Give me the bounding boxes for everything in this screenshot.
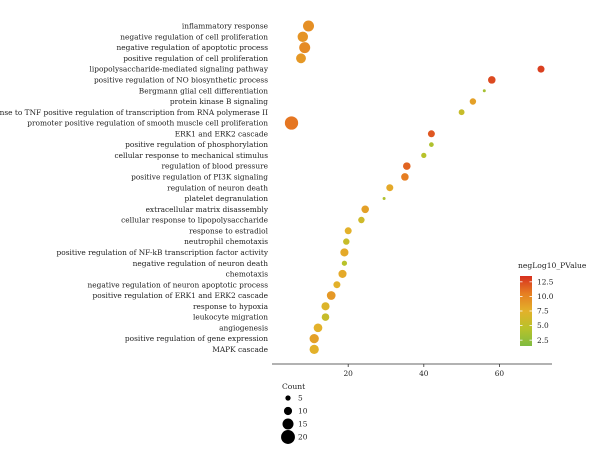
data-point bbox=[386, 184, 394, 192]
data-point bbox=[358, 216, 365, 224]
term-label: leukocyte migration bbox=[193, 313, 268, 322]
data-point bbox=[303, 20, 314, 32]
color-tick-label: 2.5 bbox=[537, 336, 549, 345]
term-label: positive regulation of phosphorylation bbox=[125, 140, 268, 149]
data-point bbox=[296, 53, 306, 64]
data-point bbox=[421, 152, 427, 159]
color-bar bbox=[520, 276, 532, 346]
data-point bbox=[340, 248, 349, 257]
term-label: neutrophil chemotaxis bbox=[184, 237, 268, 246]
data-point bbox=[313, 323, 323, 333]
term-label: regulation of neuron death bbox=[167, 183, 268, 192]
data-point bbox=[326, 291, 336, 300]
data-point bbox=[401, 173, 409, 181]
data-point bbox=[482, 89, 486, 93]
data-points bbox=[284, 20, 545, 355]
term-label: lipopolysaccharide-mediated signaling pa… bbox=[90, 65, 269, 74]
term-label: positive regulation of PI3K signaling bbox=[131, 173, 268, 182]
term-label: MAPK cascade bbox=[212, 345, 268, 354]
term-label: response to TNF positive regulation of t… bbox=[0, 108, 268, 117]
term-label: angiogenesis bbox=[219, 323, 268, 332]
term-label: cellular response to lipopolysaccharide bbox=[121, 216, 268, 225]
data-point bbox=[469, 98, 477, 105]
data-point bbox=[333, 281, 341, 289]
data-point bbox=[403, 162, 411, 170]
term-label: negative regulation of neuron death bbox=[133, 259, 269, 268]
size-legend-items: 5 10 15 20 bbox=[281, 394, 308, 444]
data-point bbox=[382, 197, 386, 200]
color-tick-label: 10.0 bbox=[537, 292, 554, 301]
term-label: cellular response to mechanical stimulus bbox=[115, 151, 269, 160]
data-point bbox=[427, 130, 435, 138]
data-point bbox=[321, 302, 330, 311]
data-point bbox=[297, 31, 309, 43]
data-point bbox=[429, 142, 434, 147]
plot-area: 20 40 60 bbox=[272, 20, 552, 378]
size-legend-label: 10 bbox=[298, 407, 308, 416]
data-point bbox=[284, 116, 299, 130]
term-label: platelet degranulation bbox=[184, 194, 268, 203]
data-point bbox=[299, 42, 311, 54]
data-point bbox=[458, 109, 465, 116]
term-label: extracellular matrix disassembly bbox=[146, 205, 269, 214]
term-label: Bergmann glial cell differentiation bbox=[139, 86, 268, 95]
size-legend-dot bbox=[281, 430, 295, 444]
size-legend-dot bbox=[283, 406, 293, 416]
color-tick-label: 7.5 bbox=[537, 307, 549, 316]
x-tick-label: 40 bbox=[419, 369, 429, 378]
data-point bbox=[343, 238, 350, 245]
size-legend-title: Count bbox=[282, 382, 305, 391]
term-label: regulation of blood pressure bbox=[161, 162, 268, 171]
size-legend-dot bbox=[285, 395, 291, 401]
term-label: positive regulation of ERK1 and ERK2 cas… bbox=[93, 291, 268, 300]
data-point bbox=[488, 76, 496, 84]
color-legend-title: negLog10_PValue bbox=[518, 261, 587, 270]
term-label: chemotaxis bbox=[226, 270, 269, 279]
data-point bbox=[537, 65, 545, 73]
term-label: positive regulation of NO biosynthetic p… bbox=[94, 76, 268, 85]
x-tick-label: 60 bbox=[495, 369, 505, 378]
term-label: promoter positive regulation of smooth m… bbox=[27, 119, 268, 128]
size-legend: Count 5 10 15 20 bbox=[281, 382, 308, 444]
data-point bbox=[309, 333, 319, 344]
term-label: response to hypoxia bbox=[193, 302, 269, 311]
term-label: response to estradiol bbox=[189, 226, 269, 235]
term-label: positive regulation of cell proliferatio… bbox=[123, 54, 268, 63]
term-label: inflammatory response bbox=[182, 22, 268, 31]
term-label: negative regulation of neuron apoptotic … bbox=[88, 280, 269, 289]
color-legend: negLog10_PValue 2.5 5.0 7.5 10.0 12.5 bbox=[518, 261, 587, 346]
size-legend-label: 15 bbox=[298, 420, 308, 429]
term-label: negative regulation of cell proliferatio… bbox=[120, 32, 268, 41]
term-label: protein kinase B signaling bbox=[170, 97, 268, 106]
size-legend-dot bbox=[282, 418, 294, 430]
data-point bbox=[341, 260, 348, 266]
data-point bbox=[361, 205, 369, 214]
term-label: positive regulation of gene expression bbox=[125, 334, 268, 343]
data-point bbox=[338, 269, 347, 278]
x-tick-label: 20 bbox=[343, 369, 353, 378]
term-label: ERK1 and ERK2 cascade bbox=[175, 129, 268, 138]
data-point bbox=[321, 313, 330, 321]
size-legend-label: 5 bbox=[298, 394, 303, 403]
term-label: positive regulation of NF-kB transcripti… bbox=[57, 248, 269, 257]
size-legend-label: 20 bbox=[298, 433, 308, 442]
color-tick-label: 5.0 bbox=[537, 321, 549, 330]
data-point bbox=[344, 227, 352, 235]
term-label: negative regulation of apoptotic process bbox=[117, 43, 269, 52]
data-point bbox=[309, 344, 319, 355]
x-axis-ticks: 20 40 60 bbox=[343, 364, 504, 378]
color-tick-label: 12.5 bbox=[537, 277, 554, 286]
color-legend-ticks: 2.5 5.0 7.5 10.0 12.5 bbox=[520, 277, 554, 345]
